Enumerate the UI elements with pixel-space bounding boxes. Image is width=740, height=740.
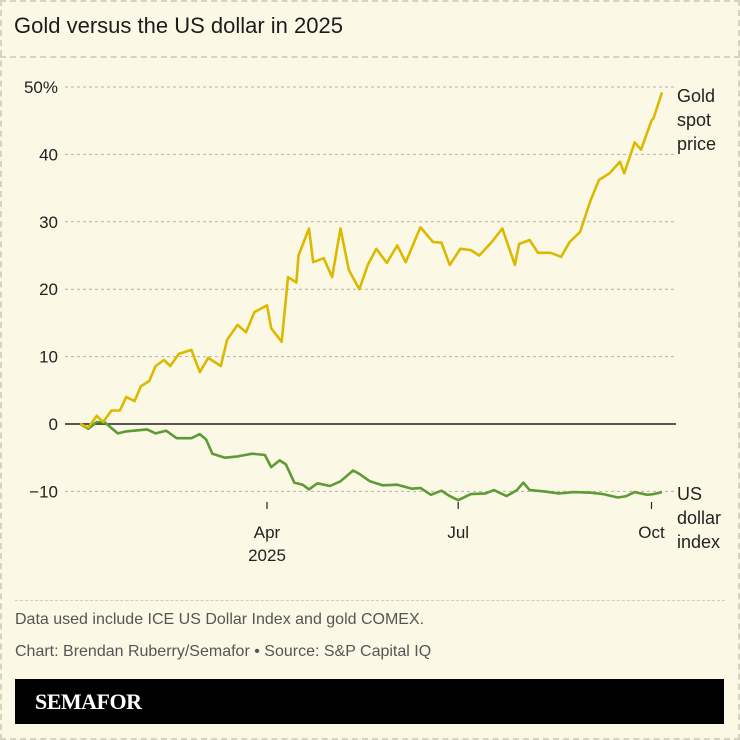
series-label: Gold [677, 86, 715, 106]
series-label: spot [677, 110, 711, 130]
series-label: price [677, 134, 716, 154]
gold-price-line [79, 91, 664, 429]
y-tick-label: 10 [39, 348, 58, 367]
y-tick-label: 40 [39, 145, 58, 164]
semafor-logo: SEMAFOR [35, 689, 142, 714]
line-chart: 50% 40 30 20 10 0 −10 Apr 2025 Jul Oct Gold spot pric… [24, 78, 721, 565]
brand-bar: SEMAFOR [15, 679, 724, 724]
x-tick-sublabel: 2025 [248, 546, 286, 565]
credit-note: Chart: Brendan Ruberry/Semafor • Source:… [15, 643, 432, 660]
y-tick-label: 50% [24, 78, 58, 97]
data-note: Data used include ICE US Dollar Index an… [15, 611, 425, 628]
dollar-index-line [79, 420, 663, 502]
series-label: US [677, 484, 702, 504]
series-label: index [677, 532, 720, 552]
y-tick-label: −10 [29, 482, 58, 501]
x-tick-label: Jul [447, 523, 469, 542]
x-tick-label: Apr [254, 523, 281, 542]
y-tick-label: 20 [39, 280, 58, 299]
chart-title: Gold versus the US dollar in 2025 [14, 13, 343, 38]
footer-divider [15, 600, 725, 601]
y-tick-label: 0 [49, 415, 58, 434]
title-divider [0, 56, 740, 58]
series-label: dollar [677, 508, 721, 528]
x-tick-label: Oct [638, 523, 665, 542]
y-tick-label: 30 [39, 213, 58, 232]
